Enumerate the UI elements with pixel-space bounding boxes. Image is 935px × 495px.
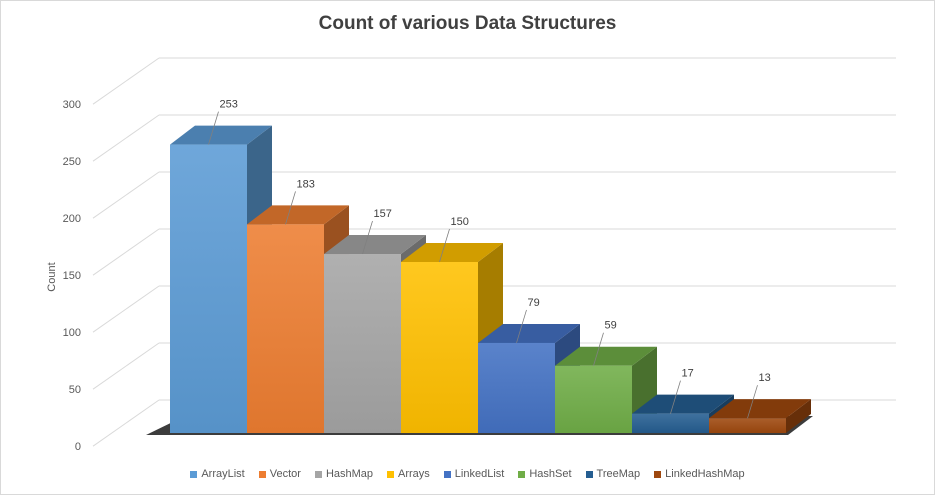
data-label-leader bbox=[593, 332, 604, 366]
legend-item: LinkedList bbox=[443, 468, 505, 480]
y-tick-label: 250 bbox=[63, 156, 81, 168]
bar-top bbox=[709, 399, 811, 419]
legend-item: LinkedHashMap bbox=[654, 468, 745, 480]
legend-swatch bbox=[654, 470, 662, 478]
bar-top bbox=[555, 346, 657, 366]
legend-swatch bbox=[585, 470, 593, 478]
legend-swatch bbox=[314, 470, 322, 478]
y-tick-label: 100 bbox=[63, 327, 81, 339]
bar bbox=[555, 365, 632, 433]
y-tick-label: 50 bbox=[69, 384, 81, 396]
legend-label: LinkedList bbox=[454, 468, 505, 480]
data-label: 157 bbox=[374, 208, 392, 220]
data-label: 79 bbox=[528, 297, 540, 309]
data-label: 17 bbox=[682, 368, 694, 380]
data-label: 13 bbox=[759, 372, 771, 384]
bar-top bbox=[170, 125, 272, 145]
legend-item: ArrayList bbox=[190, 468, 245, 480]
data-label-leader bbox=[362, 220, 373, 255]
bar-top bbox=[401, 243, 503, 262]
bar bbox=[247, 224, 324, 433]
data-label: 150 bbox=[451, 216, 469, 228]
chart-title: Count of various Data Structures bbox=[318, 13, 617, 34]
data-label: 253 bbox=[220, 99, 238, 111]
legend-label: TreeMap bbox=[596, 468, 641, 480]
y-tick-label: 200 bbox=[63, 213, 81, 225]
y-tick-label: 150 bbox=[63, 270, 81, 282]
bar-top bbox=[247, 205, 349, 225]
legend-swatch bbox=[190, 470, 198, 478]
legend-swatch bbox=[443, 470, 451, 478]
bar bbox=[401, 262, 478, 433]
gridline-side bbox=[92, 57, 160, 105]
gridline-side bbox=[92, 342, 160, 390]
gridline-side bbox=[92, 171, 160, 219]
bar bbox=[324, 254, 401, 433]
y-axis-label: Count bbox=[46, 262, 58, 291]
legend-item: HashMap bbox=[314, 468, 374, 480]
bar bbox=[632, 413, 709, 433]
data-label: 59 bbox=[605, 320, 617, 332]
bar-top bbox=[632, 394, 734, 414]
legend-item: HashSet bbox=[518, 468, 572, 480]
legend-label: LinkedHashMap bbox=[665, 468, 745, 480]
data-label-leader bbox=[516, 309, 527, 344]
y-tick-label: 300 bbox=[63, 99, 81, 111]
legend-swatch bbox=[387, 470, 395, 478]
gridline-side bbox=[92, 399, 160, 447]
legend-label: Arrays bbox=[398, 468, 430, 480]
gridline-side bbox=[92, 228, 160, 276]
bar-top bbox=[478, 323, 580, 343]
bar bbox=[170, 144, 247, 433]
y-tick-label: 0 bbox=[75, 441, 81, 453]
bar-top bbox=[324, 235, 426, 255]
gridline-side bbox=[92, 114, 160, 162]
data-label-leader bbox=[670, 380, 681, 414]
data-label: 183 bbox=[297, 178, 315, 190]
legend-label: HashMap bbox=[325, 468, 374, 480]
data-label-leader bbox=[439, 228, 450, 263]
data-label-leader bbox=[747, 385, 758, 419]
legend-item: TreeMap bbox=[585, 468, 641, 480]
legend-swatch bbox=[258, 470, 266, 478]
legend-item: Vector bbox=[258, 468, 301, 480]
chart-legend: ArrayList Vector HashMap Arrays LinkedList Ha… bbox=[1, 468, 934, 480]
legend-label: Vector bbox=[269, 468, 301, 480]
data-label-leader bbox=[208, 111, 219, 145]
legend-item: Arrays bbox=[387, 468, 430, 480]
legend-label: HashSet bbox=[529, 468, 572, 480]
bar bbox=[478, 342, 555, 433]
legend-swatch bbox=[518, 470, 526, 478]
bar bbox=[709, 418, 786, 433]
gridline-side bbox=[92, 285, 160, 333]
legend-label: ArrayList bbox=[201, 468, 245, 480]
bar-side bbox=[786, 399, 811, 433]
data-label-leader bbox=[285, 191, 296, 225]
